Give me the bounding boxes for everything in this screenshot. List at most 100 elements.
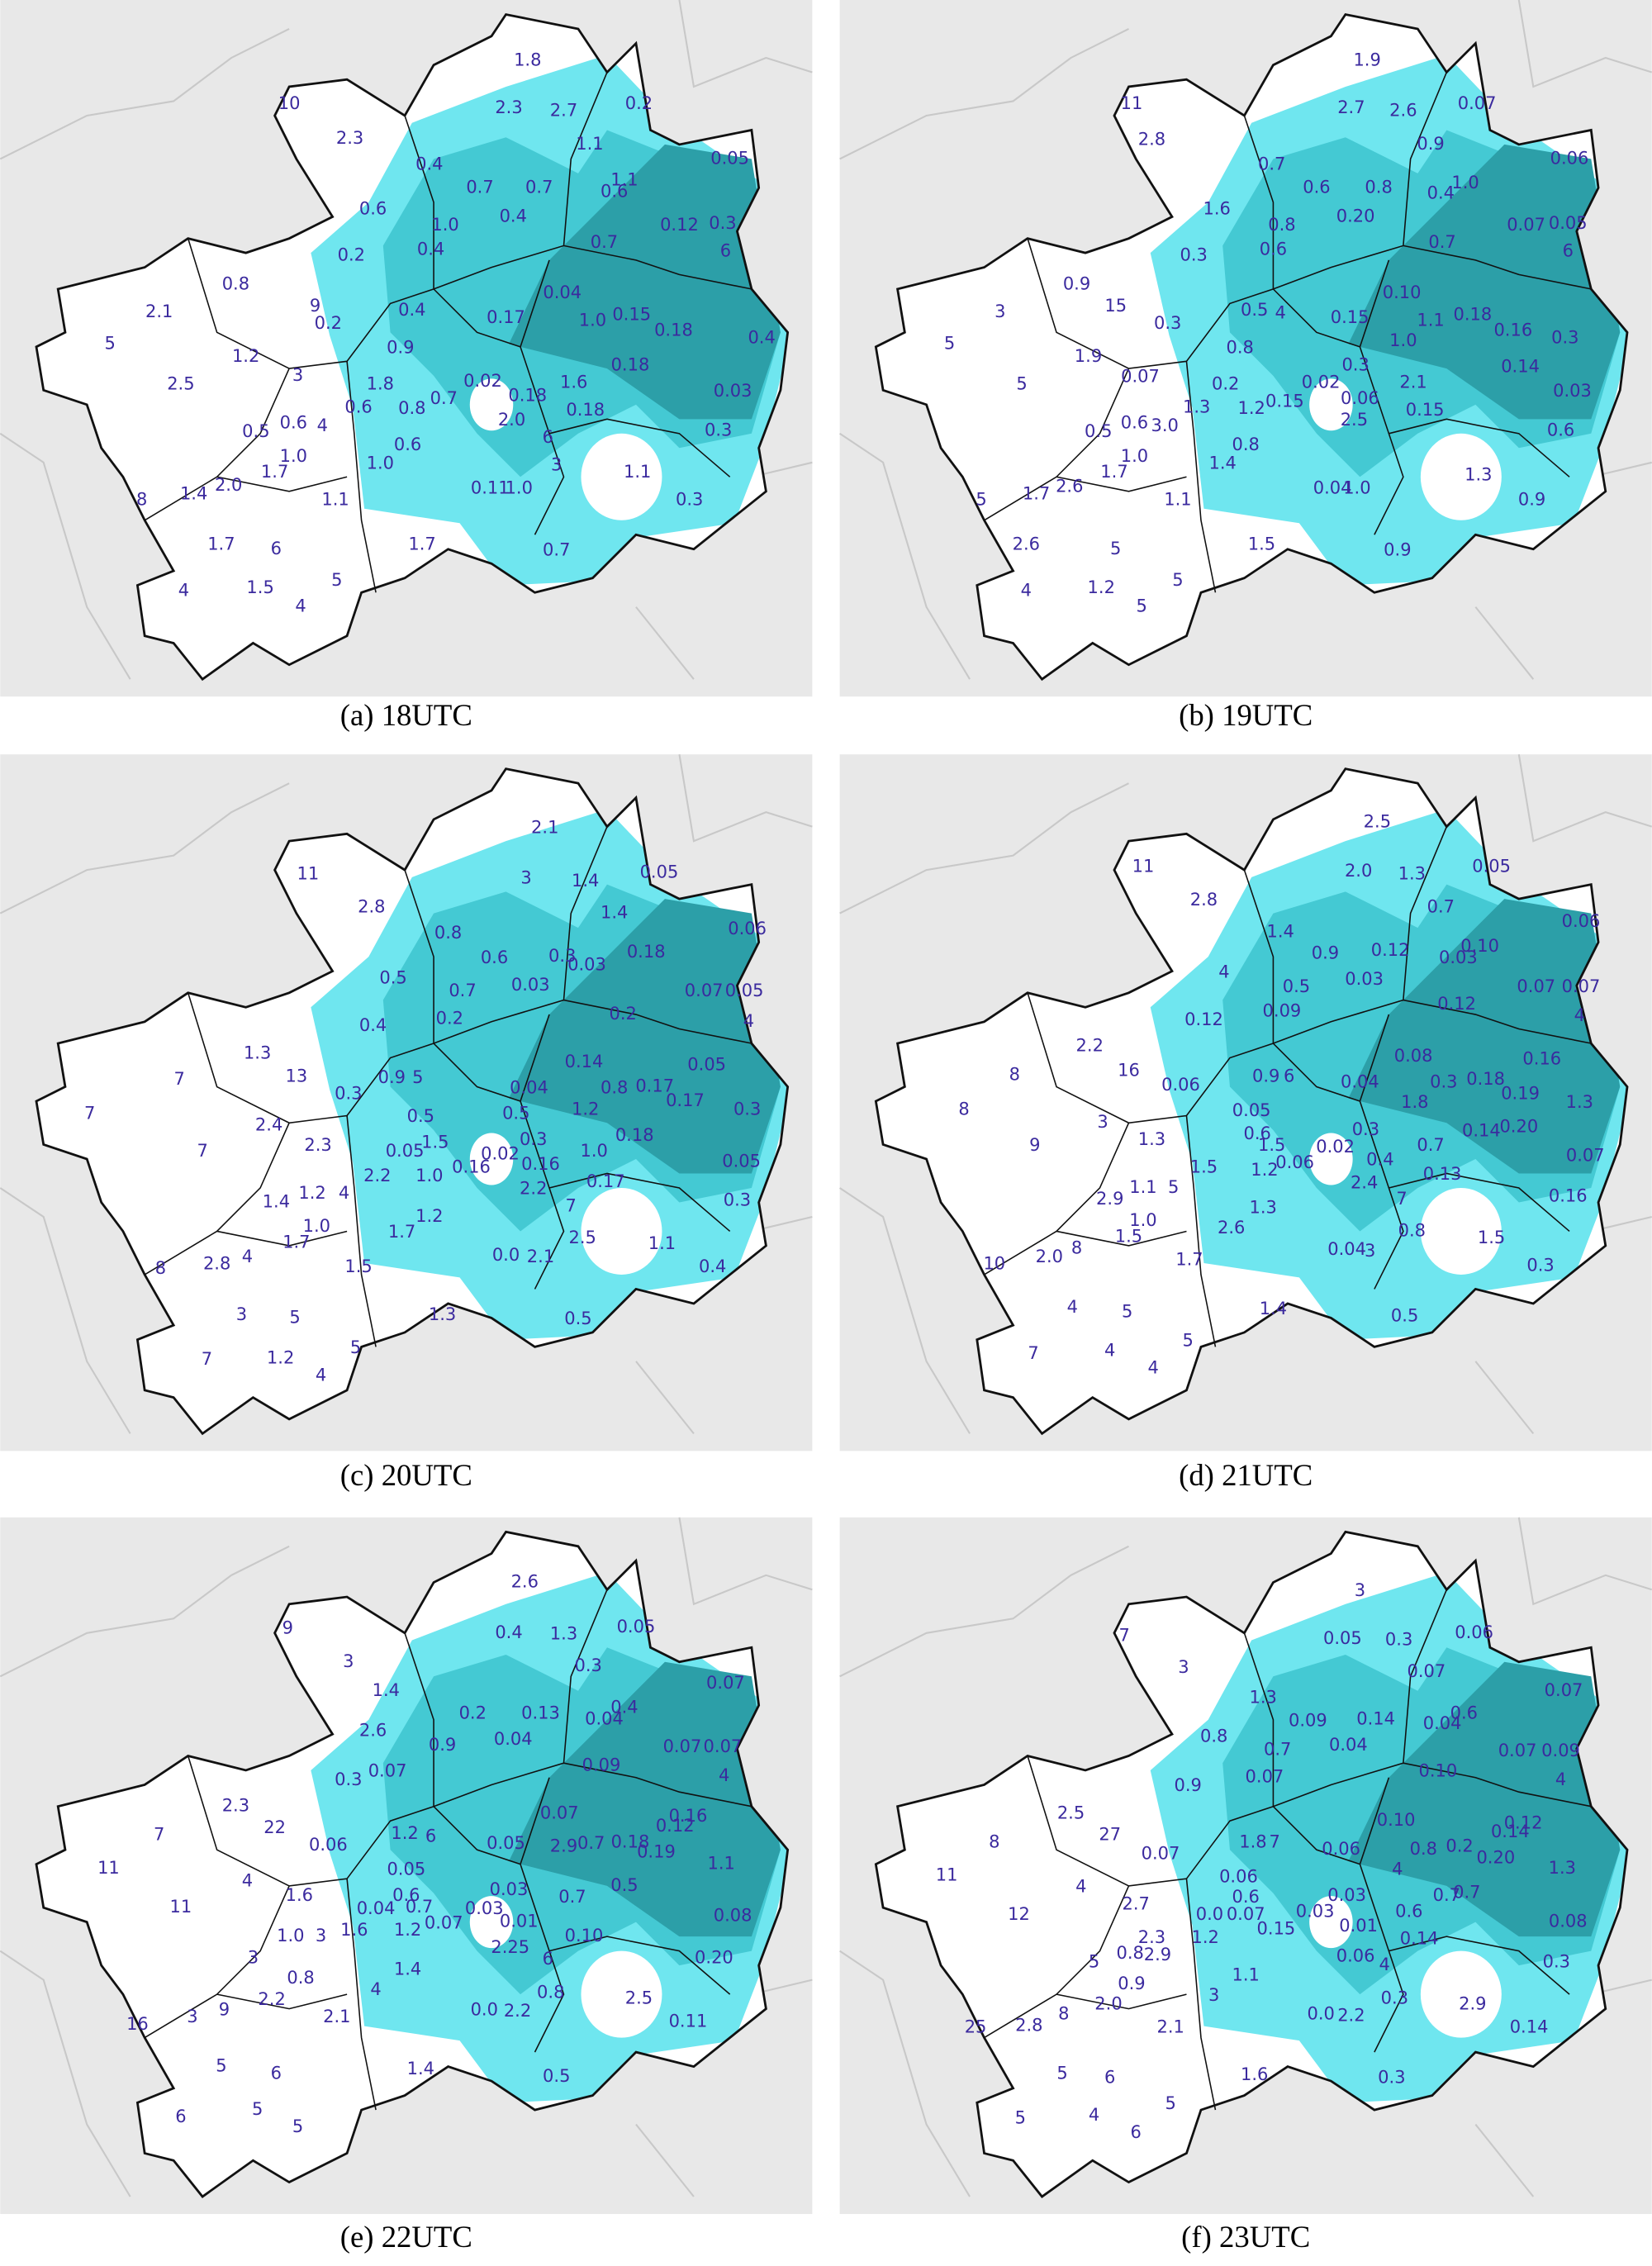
value-label: 7 <box>154 1825 164 1845</box>
value-label: 1.9 <box>1353 50 1380 69</box>
value-label: 6 <box>543 427 553 447</box>
value-label: 11 <box>936 1865 958 1885</box>
value-label: 0.07 <box>1407 1661 1446 1681</box>
value-label: 3 <box>343 1651 354 1671</box>
value-label: 5 <box>412 1067 423 1087</box>
value-label: 5 <box>1165 2093 1176 2113</box>
value-label: 2.3 <box>336 128 363 148</box>
value-label: 1.5 <box>246 577 273 597</box>
value-label: 0.16 <box>669 1806 708 1826</box>
value-label: 0.9 <box>1384 540 1411 560</box>
value-label: 0.6 <box>1232 1887 1260 1907</box>
value-label: 6 <box>271 2063 282 2083</box>
value-label: 0.3 <box>1381 1988 1408 2007</box>
value-label: 1.1 <box>707 1854 734 1874</box>
value-label: 0.18 <box>1466 1069 1505 1089</box>
value-label: 0.03 <box>490 1879 529 1899</box>
value-label: 0.07 <box>704 1736 743 1756</box>
value-label: 1.1 <box>1164 489 1191 509</box>
value-label: 0.8 <box>601 1077 628 1097</box>
value-label: 0.18 <box>566 400 605 420</box>
value-label: 0.07 <box>1562 976 1601 996</box>
value-label: 0.20 <box>1476 1848 1515 1868</box>
value-label: 0.18 <box>654 321 693 340</box>
value-label: 0.07 <box>540 1803 579 1822</box>
value-label: 1.4 <box>572 871 599 891</box>
value-label: 1.1 <box>1129 1177 1156 1197</box>
value-label: 11 <box>297 863 320 883</box>
value-label: 5 <box>105 333 116 353</box>
value-label: 1.7 <box>408 534 435 554</box>
value-label: 1.0 <box>581 1141 608 1161</box>
value-label: 1.9 <box>1075 346 1102 366</box>
value-label: 1.1 <box>610 170 638 190</box>
value-label: 6 <box>271 539 282 558</box>
value-label: 2.9 <box>1459 1993 1486 2013</box>
value-label: 0.06 <box>1341 388 1379 408</box>
map-panel: 2.511 2.0 1.3 0.052.8 0.70.061.40.9 0.12 0.100… <box>840 754 1652 1451</box>
value-label: 0.07 <box>1517 976 1555 996</box>
value-label: 1.3 <box>429 1304 456 1324</box>
value-label: 4 <box>1379 1955 1389 1974</box>
value-label: 0.5 <box>502 1104 529 1123</box>
value-label: 0.9 <box>1417 134 1444 154</box>
value-label: 4 <box>1089 2105 1099 2125</box>
value-label: 2.2 <box>1337 2005 1365 2025</box>
value-label: 2.2 <box>520 1179 547 1199</box>
value-label: 7 <box>566 1196 577 1216</box>
value-label: 0.16 <box>1549 1185 1588 1205</box>
value-label: 0.04 <box>494 1729 533 1749</box>
value-label: 2.2 <box>1076 1036 1104 1056</box>
value-label: 0.7 <box>1453 1883 1480 1903</box>
value-label: 0.0 <box>1307 2004 1334 2024</box>
value-label: 4 <box>242 1247 253 1266</box>
value-label: 0.3 <box>1154 313 1181 333</box>
value-label: 1.0 <box>1129 1210 1156 1230</box>
value-label: 0.12 <box>656 1816 695 1836</box>
value-label: 0.3 <box>733 1100 761 1119</box>
value-label: 0.6 <box>344 397 372 416</box>
value-label: 2.6 <box>1218 1218 1245 1238</box>
map-panel: 37 0.05 0.3 0.063 0.070.071.30.09 0.14 0.040.6… <box>840 1518 1652 2214</box>
value-label: 2.4 <box>255 1115 282 1135</box>
value-label: 0.18 <box>1453 304 1492 324</box>
value-label: 0.17 <box>635 1076 674 1096</box>
value-label: 3 <box>520 868 531 888</box>
value-label: 11 <box>1132 857 1155 876</box>
value-label: 0.3 <box>1430 1071 1457 1091</box>
value-label: 1.0 <box>1343 477 1370 497</box>
value-label: 0.07 <box>1142 1843 1180 1863</box>
value-label: 1.4 <box>1260 1299 1287 1318</box>
value-label: 0.3 <box>724 1190 751 1210</box>
value-label: 0.0 <box>1196 1904 1223 1924</box>
value-label: 0.8 <box>398 398 425 418</box>
value-label: 5 <box>1168 1177 1179 1197</box>
value-label: 1.7 <box>388 1222 415 1242</box>
value-label: 0.07 <box>685 981 724 1000</box>
value-label: 0.7 <box>577 1833 605 1853</box>
value-label: 0.3 <box>1378 2068 1405 2088</box>
value-label: 1.6 <box>286 1885 313 1905</box>
value-label: 3.0 <box>1151 416 1179 435</box>
value-label: 2.3 <box>495 97 522 117</box>
value-label: 0.5 <box>379 967 406 987</box>
value-label: 5 <box>350 1337 361 1357</box>
value-label: 2.3 <box>304 1135 331 1155</box>
value-label: 1.2 <box>572 1100 599 1119</box>
value-label: 7 <box>1119 1625 1130 1645</box>
value-label: 4 <box>370 1979 381 1999</box>
value-label: 1.2 <box>1088 577 1115 597</box>
value-label: 0.4 <box>610 1698 638 1717</box>
value-label: 0.01 <box>1339 1916 1378 1936</box>
value-label: 0.8 <box>1268 215 1295 235</box>
value-label: 5 <box>1183 1330 1194 1350</box>
value-label: 2.6 <box>1013 534 1040 554</box>
value-label: 4 <box>295 596 306 616</box>
value-label: 0.5 <box>610 1875 638 1895</box>
value-label: 5 <box>289 1307 300 1327</box>
value-label: 3 <box>1208 1985 1219 2005</box>
value-label: 2.8 <box>1190 890 1218 910</box>
value-label: 0.2 <box>1446 1836 1473 1856</box>
value-label: 0.9 <box>1063 274 1090 294</box>
